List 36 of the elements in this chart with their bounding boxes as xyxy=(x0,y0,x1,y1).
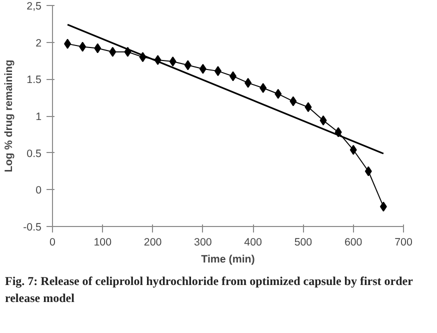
x-tick-label: 300 xyxy=(194,236,212,248)
y-tick-label: 0.5 xyxy=(26,148,42,160)
y-axis-title: Log % drug remaining xyxy=(3,60,16,172)
point xyxy=(364,166,372,176)
x-tick-label: 200 xyxy=(144,236,162,248)
x-tick-label: 400 xyxy=(244,236,262,248)
point xyxy=(260,83,267,94)
x-tick-label: 0 xyxy=(50,236,56,248)
x-axis-title: Time (min) xyxy=(201,254,256,266)
point xyxy=(244,78,252,88)
point xyxy=(109,46,116,57)
y-tick-label: -0.5 xyxy=(23,222,42,234)
point xyxy=(290,96,297,106)
point xyxy=(199,64,206,74)
point xyxy=(169,56,176,66)
caption: Fig. 7: Release of celiprolol hydrochloride from optimized capsule by first order release model xyxy=(5,273,414,308)
point xyxy=(380,202,387,212)
point xyxy=(350,144,357,155)
point xyxy=(79,42,86,52)
point xyxy=(320,115,327,126)
point xyxy=(214,66,222,76)
point xyxy=(304,102,312,112)
y-tick-label: 1.5 xyxy=(26,74,42,86)
x-tick-label: 600 xyxy=(344,236,362,248)
x-tick-label: 100 xyxy=(94,236,112,248)
y-tick-label: 2,5 xyxy=(26,0,42,12)
x-tick-label: 500 xyxy=(294,236,312,248)
point xyxy=(184,60,192,70)
y-tick-label: 1 xyxy=(36,111,42,123)
y-tick-label: 2 xyxy=(36,37,42,50)
point xyxy=(274,88,282,99)
point xyxy=(64,38,72,49)
point xyxy=(230,71,237,82)
x-tick-label: 700 xyxy=(394,236,412,248)
point xyxy=(94,43,102,54)
y-tick-label: 0 xyxy=(36,184,42,197)
